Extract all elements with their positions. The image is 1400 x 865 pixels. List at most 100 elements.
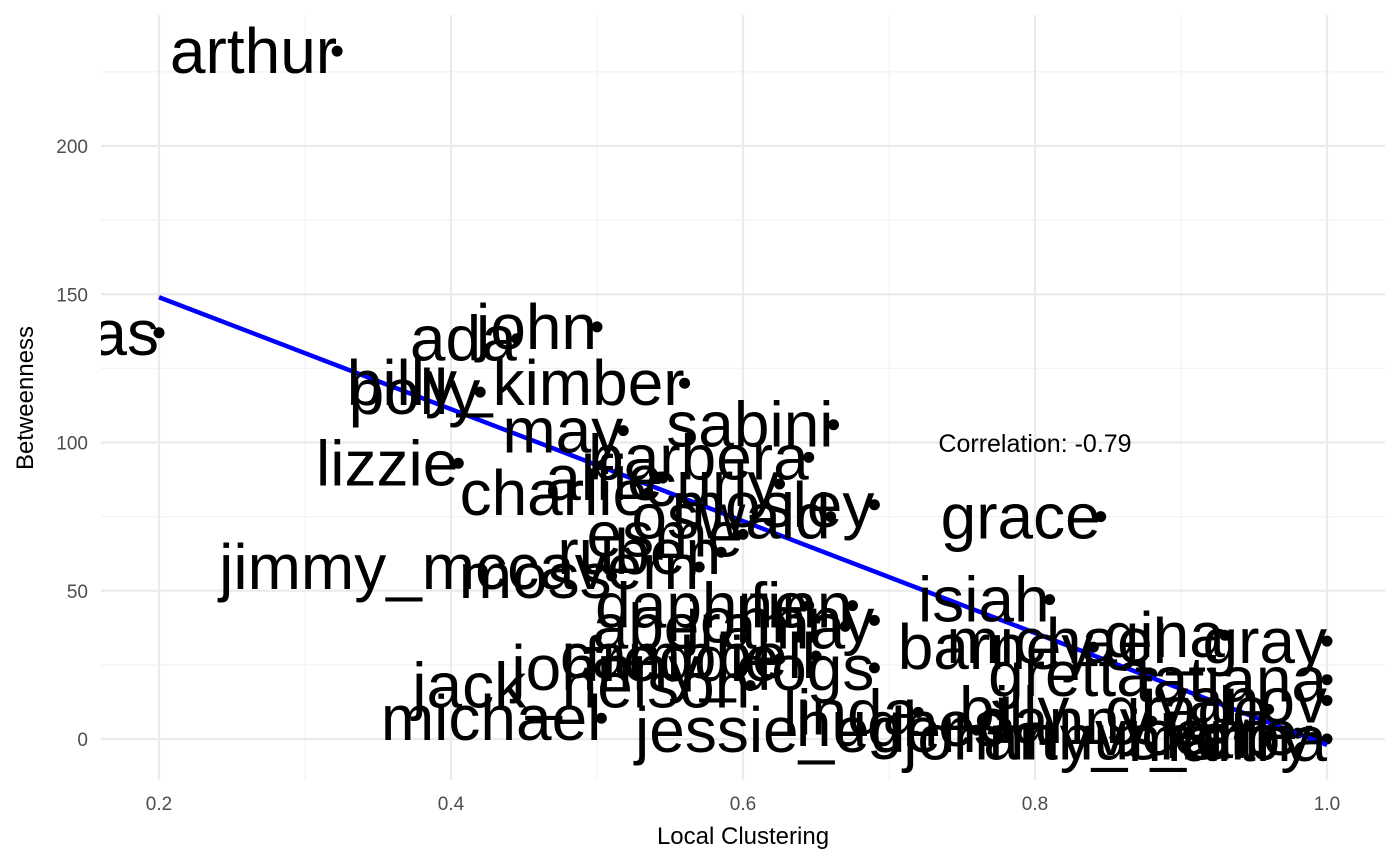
trend-line-group bbox=[158, 295, 1328, 748]
data-point bbox=[912, 706, 924, 718]
data-point bbox=[657, 472, 669, 484]
data-point bbox=[868, 662, 880, 674]
point-label: billy_grade bbox=[959, 673, 1269, 745]
data-point bbox=[803, 451, 815, 463]
data-point bbox=[452, 457, 464, 469]
y-axis-title: Betweenness bbox=[12, 326, 39, 470]
point-label: jack_nelson bbox=[410, 650, 750, 722]
data-point bbox=[679, 377, 691, 389]
data-point bbox=[1321, 674, 1333, 686]
point-label: finn bbox=[749, 570, 852, 642]
point-label: tatiana bbox=[1135, 644, 1328, 716]
point-label: karl bbox=[1165, 700, 1268, 772]
point-label: freddie bbox=[584, 623, 780, 695]
trend-line bbox=[158, 295, 1328, 748]
data-point bbox=[606, 570, 618, 582]
point-label: hughes bbox=[796, 688, 1006, 760]
data-point bbox=[1263, 730, 1275, 742]
data-point bbox=[1044, 594, 1056, 606]
data-point bbox=[511, 333, 523, 345]
data-point bbox=[868, 499, 880, 511]
point-label: billy_kimber bbox=[347, 347, 685, 419]
data-point bbox=[810, 650, 822, 662]
point-label: may bbox=[502, 395, 623, 467]
data-point bbox=[474, 386, 486, 398]
data-point bbox=[825, 511, 837, 523]
point-label: alfie bbox=[545, 442, 662, 514]
data-point bbox=[1146, 715, 1158, 727]
data-point bbox=[642, 487, 654, 499]
y-tick-label: 0 bbox=[77, 730, 88, 751]
y-tick-label: 100 bbox=[56, 434, 88, 455]
point-label: arthur bbox=[170, 15, 337, 87]
x-axis-title: Local Clustering bbox=[657, 823, 829, 850]
y-axis-ticks: 0 50 100 150 200 bbox=[56, 137, 88, 751]
data-point bbox=[1233, 732, 1245, 744]
point-label: isiah bbox=[918, 564, 1050, 636]
point-label: ivanov bbox=[1142, 664, 1327, 736]
y-tick-label: 150 bbox=[56, 285, 88, 306]
data-point bbox=[868, 614, 880, 626]
data-point bbox=[1219, 629, 1231, 641]
point-label: oswald bbox=[631, 481, 830, 553]
data-point bbox=[847, 600, 858, 612]
point-label: jimmy_mccavern bbox=[217, 531, 699, 603]
data-points bbox=[153, 45, 1333, 745]
data-point bbox=[744, 680, 756, 692]
data-point bbox=[1095, 511, 1107, 523]
data-point bbox=[774, 653, 785, 665]
point-label: thomas bbox=[0, 297, 159, 369]
point-label: moss bbox=[459, 540, 612, 612]
data-point bbox=[693, 561, 705, 573]
point-label: mosley bbox=[672, 469, 875, 541]
point-label: danny bbox=[977, 685, 1151, 757]
data-point bbox=[1000, 718, 1012, 730]
data-point bbox=[1263, 703, 1275, 715]
point-label: sabini bbox=[666, 389, 833, 461]
data-point bbox=[1321, 694, 1333, 706]
x-axis-ticks: 0.2 0.4 0.6 0.8 1.0 bbox=[146, 794, 1340, 815]
x-tick-label: 0.8 bbox=[1022, 794, 1048, 815]
x-tick-label: 0.4 bbox=[438, 794, 465, 815]
point-label: daphne bbox=[595, 570, 809, 642]
data-point bbox=[737, 528, 749, 540]
point-label: aberama bbox=[593, 590, 846, 662]
major-gridlines bbox=[101, 15, 1385, 780]
point-label: ada bbox=[410, 303, 517, 375]
data-point bbox=[591, 321, 603, 333]
y-tick-label: 50 bbox=[67, 582, 88, 603]
data-point bbox=[828, 419, 840, 431]
point-label: lizzie bbox=[316, 427, 458, 499]
data-point bbox=[971, 724, 983, 736]
point-label: ruben bbox=[557, 516, 721, 588]
point-label: vicente bbox=[1095, 697, 1298, 769]
data-point bbox=[774, 478, 785, 490]
point-label: barbera bbox=[588, 421, 809, 493]
data-point bbox=[331, 45, 343, 57]
point-label: polly bbox=[349, 356, 481, 428]
point-label: johnny_dogs bbox=[509, 632, 874, 704]
point-label: michael_gray bbox=[946, 605, 1327, 677]
point-label: barney bbox=[898, 611, 1094, 683]
correlation-annotation: Correlation: -0.79 bbox=[938, 430, 1131, 458]
point-label: esme bbox=[587, 498, 744, 570]
point-label: michael bbox=[381, 682, 602, 754]
point-label: johnny bbox=[684, 584, 875, 656]
data-point bbox=[1321, 635, 1333, 647]
point-label: arthur_sr bbox=[983, 702, 1239, 774]
data-point bbox=[839, 620, 851, 632]
data-point bbox=[1087, 641, 1099, 653]
point-label: charlie bbox=[460, 457, 649, 529]
data-point bbox=[595, 712, 607, 724]
point-label: jessie_eden bbox=[633, 694, 977, 766]
point-label: gina bbox=[1104, 599, 1225, 671]
point-label: linda bbox=[783, 676, 919, 748]
point-label: grace bbox=[941, 481, 1101, 553]
point-label: curly bbox=[644, 448, 779, 520]
y-tick-label: 200 bbox=[56, 137, 88, 158]
data-point bbox=[803, 600, 815, 612]
x-tick-label: 1.0 bbox=[1314, 794, 1340, 815]
data-point bbox=[715, 546, 727, 558]
